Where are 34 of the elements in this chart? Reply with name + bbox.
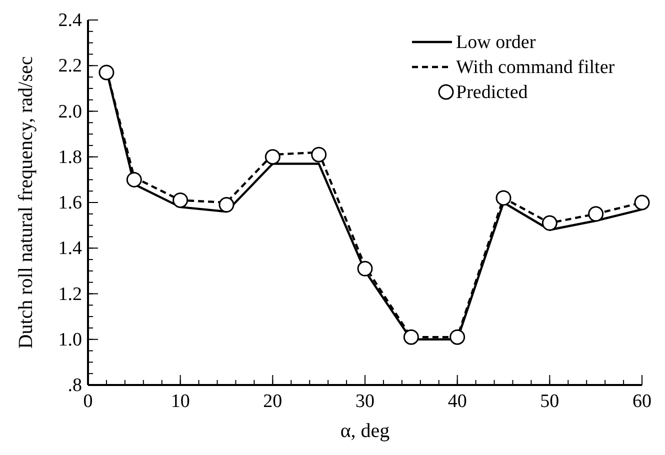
y-tick-label: 1.0 xyxy=(58,329,82,350)
x-tick-label: 30 xyxy=(356,391,374,412)
y-tick-label: 2.4 xyxy=(58,10,82,31)
point xyxy=(357,260,373,276)
point xyxy=(172,192,188,208)
x-tick-label: 0 xyxy=(83,391,93,412)
point xyxy=(542,215,558,231)
x-tick-label: 40 xyxy=(448,391,467,412)
point xyxy=(403,329,419,345)
point xyxy=(218,197,234,213)
legend-label: Predicted xyxy=(456,82,528,103)
point xyxy=(264,149,280,165)
y-tick-label: .8 xyxy=(68,375,82,396)
y-tick-label: 1.6 xyxy=(58,192,82,214)
y-tick-label: 2.0 xyxy=(58,101,82,122)
x-tick-label: 20 xyxy=(263,391,282,412)
y-axis-title: Dutch roll natural frequency, rad/sec xyxy=(15,56,37,349)
x-tick-label: 10 xyxy=(170,391,190,412)
point xyxy=(126,172,142,188)
y-tick-label: 2.2 xyxy=(58,56,82,77)
point xyxy=(588,206,604,222)
x-tick-label: 60 xyxy=(632,391,652,412)
point xyxy=(311,146,327,162)
x-axis-title: α, deg xyxy=(340,420,390,442)
legend-label: With command filter xyxy=(456,57,616,78)
point xyxy=(98,64,114,80)
y-tick-label: 1.4 xyxy=(58,238,82,260)
y-tick-label: 1.2 xyxy=(58,284,82,305)
y-tick-label: 1.8 xyxy=(58,146,82,168)
x-tick-label: 50 xyxy=(540,391,560,412)
point xyxy=(450,329,466,345)
point xyxy=(634,194,650,210)
legend-label: Low order xyxy=(456,32,536,53)
point xyxy=(496,190,512,206)
